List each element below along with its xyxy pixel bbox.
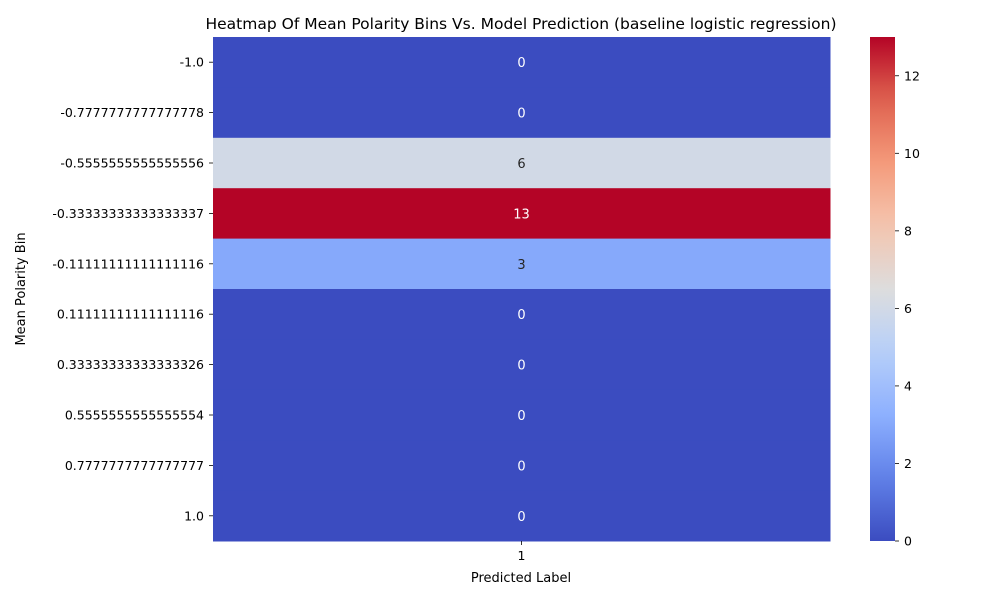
x-axis-label: Predicted Label [471, 571, 571, 586]
cell-value-label: 0 [517, 359, 525, 374]
colorbar-tick-label: 10 [904, 146, 920, 161]
y-tick-label: -0.5555555555555556 [60, 156, 204, 171]
y-tick-label: -1.0 [180, 55, 204, 70]
y-tick-label: 0.11111111111111116 [57, 307, 204, 322]
heatmap-cell [213, 490, 831, 542]
cell-value-label: 6 [517, 157, 525, 172]
heatmap-cell [213, 389, 831, 441]
y-tick-label: -0.11111111111111116 [52, 256, 204, 271]
cell-value-label: 3 [517, 258, 525, 273]
y-tick-label: 0.7777777777777777 [65, 458, 204, 473]
chart-title: Heatmap Of Mean Polarity Bins Vs. Model … [205, 15, 836, 33]
colorbar-tick-label: 4 [904, 378, 912, 393]
y-tick-label: -0.33333333333333337 [52, 206, 204, 221]
colorbar-tick-label: 12 [904, 68, 920, 83]
colorbar-tick-label: 8 [904, 223, 912, 238]
cell-value-label: 0 [517, 308, 525, 323]
y-axis-ticks: -1.0 -0.7777777777777778 -0.55555555555555… [52, 55, 213, 523]
heatmap-cell [213, 289, 831, 340]
heatmap-cell [213, 87, 831, 139]
heatmap-cell [213, 440, 831, 492]
cell-value-label: 0 [517, 56, 525, 71]
cell-value-label: 0 [517, 459, 525, 474]
heatmap-cell [213, 37, 831, 88]
cell-value-label: 0 [517, 107, 525, 122]
cell-value-label: 0 [517, 510, 525, 525]
x-tick-label: 1 [518, 548, 526, 563]
heatmap-cell [213, 238, 831, 290]
colorbar-tick-label: 6 [904, 301, 912, 316]
y-tick-label: 0.5555555555555554 [65, 408, 204, 423]
heatmap-cells: 0 0 6 13 3 0 0 0 0 0 [213, 37, 831, 542]
y-tick-label: -0.7777777777777778 [60, 105, 204, 120]
colorbar: 0 2 4 6 8 10 12 [870, 37, 920, 549]
colorbar-gradient [870, 37, 895, 541]
heatmap-cell [213, 188, 831, 240]
y-axis-label: Mean Polarity Bin [14, 232, 29, 345]
heatmap-cell [213, 339, 831, 391]
x-axis-ticks: 1 [518, 541, 526, 563]
cell-value-label: 0 [517, 409, 525, 424]
colorbar-tick-label: 2 [904, 456, 912, 471]
colorbar-tick-label: 0 [904, 534, 912, 549]
y-tick-label: 0.33333333333333326 [57, 357, 204, 372]
cell-value-label: 13 [513, 207, 530, 222]
heatmap-cell [213, 137, 831, 189]
y-tick-label: 1.0 [184, 508, 204, 523]
